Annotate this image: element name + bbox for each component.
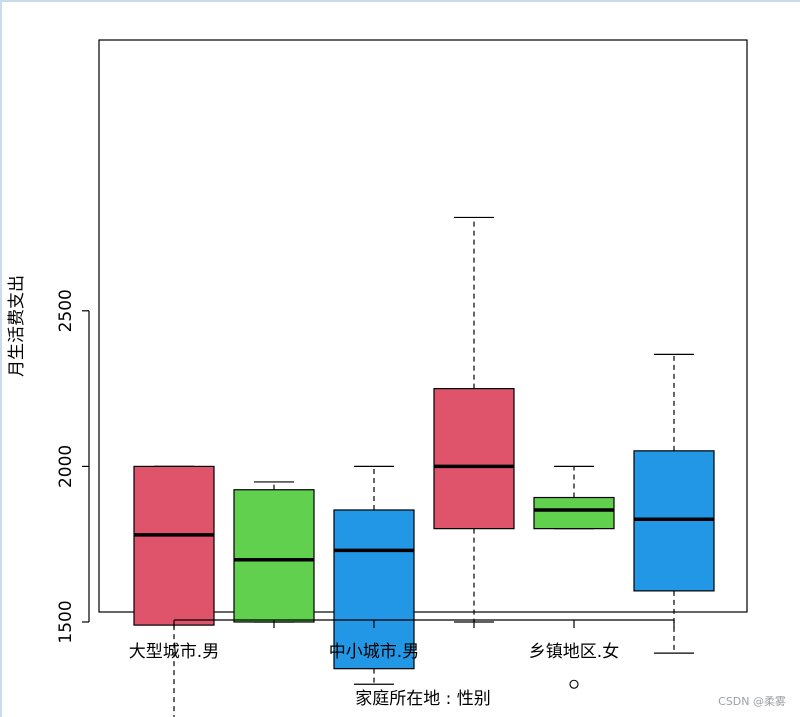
window-frame-left xyxy=(0,0,2,717)
box-iqr xyxy=(133,465,215,626)
boxes-layer xyxy=(133,216,715,717)
y-axis-title: 月生活费支出 xyxy=(7,275,27,377)
y-tick-label: 2000 xyxy=(56,445,76,488)
outlier-point xyxy=(569,679,579,689)
y-tick-label: 1500 xyxy=(56,600,76,643)
box-iqr xyxy=(433,388,515,530)
box-iqr xyxy=(333,509,415,670)
box-group xyxy=(133,465,215,717)
box-group xyxy=(433,216,515,623)
box-group xyxy=(233,481,315,623)
plot-area-border xyxy=(98,39,748,613)
box-group xyxy=(633,353,715,654)
watermark-text: CSDN @柔雾 xyxy=(718,695,786,708)
window-frame-top xyxy=(0,0,800,2)
box-group xyxy=(533,465,615,689)
x-tick-label: 中小城市.男 xyxy=(329,642,419,662)
box-iqr xyxy=(233,489,315,623)
x-tick-label: 大型城市.男 xyxy=(129,642,219,662)
box-group xyxy=(333,465,415,685)
axes-layer: 1500 2000 2500 大型城市.男 中小城市.男 乡镇地区.女 xyxy=(56,289,675,662)
box-iqr xyxy=(533,496,615,530)
x-axis-title: 家庭所在地 : 性别 xyxy=(355,689,491,709)
y-tick-label: 2500 xyxy=(56,289,76,332)
x-tick-label: 乡镇地区.女 xyxy=(529,642,619,662)
